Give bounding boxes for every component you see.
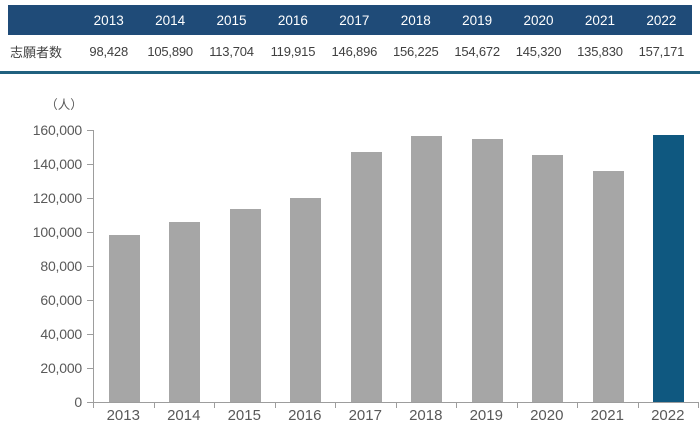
bar-2013: [108, 234, 140, 402]
y-axis-tick: [87, 334, 93, 335]
chart-plot-area: [93, 130, 699, 403]
x-axis-tick: [577, 403, 578, 408]
x-axis-tick: [335, 403, 336, 408]
y-axis-tick: [87, 130, 93, 131]
y-axis-label: 40,000: [40, 326, 82, 342]
table-header-year: 2013: [93, 12, 124, 28]
x-axis-tick: [456, 403, 457, 408]
bar-2021: [592, 171, 624, 402]
table-cell-value: 113,704: [209, 44, 254, 59]
bar-2016: [290, 198, 322, 402]
table-header-year: 2019: [462, 12, 493, 28]
bar-2018: [411, 136, 443, 402]
y-axis-label: 0: [74, 394, 82, 410]
table-cell-value: 154,672: [454, 44, 500, 59]
y-axis-label: 80,000: [40, 258, 82, 274]
table-header-year: 2014: [155, 12, 186, 28]
table-cell-value: 119,915: [270, 44, 316, 59]
y-axis-tick: [87, 164, 93, 165]
x-axis-label: 2020: [530, 407, 564, 424]
x-axis-tick: [214, 403, 215, 408]
x-axis-label: 2021: [590, 407, 624, 424]
table-header-row: 2013 2014 2015 2016 2017 2018 2019 2020 2021 2022: [8, 5, 692, 35]
table-cell-value: 105,890: [147, 44, 193, 59]
table-header-year: 2018: [400, 12, 431, 28]
bar-2015: [229, 208, 261, 402]
x-axis-label: 2022: [651, 407, 685, 424]
bar-2020: [532, 155, 564, 402]
x-axis-label: 2019: [469, 407, 503, 424]
x-axis-label: 2017: [348, 407, 382, 424]
x-axis-tick: [93, 403, 94, 408]
x-axis-tick: [274, 403, 276, 408]
x-axis-tick: [698, 403, 699, 408]
bar-2017: [350, 152, 382, 402]
y-axis-tick: [87, 402, 93, 403]
table-header-year: 2016: [277, 12, 308, 28]
table-cell-value: 156,225: [392, 44, 439, 59]
table-cell-value: 145,320: [515, 44, 562, 59]
table-value-row: 志願者数 98,428 105,890 113,704 119,915 146,896 1…: [8, 35, 692, 68]
y-axis-label: 100,000: [32, 224, 82, 240]
y-axis-unit-label: （人）: [45, 98, 83, 112]
x-axis-label: 2016: [288, 407, 322, 424]
y-axis-tick: [87, 232, 93, 233]
table-row-label: 志願者数: [10, 45, 63, 60]
table-header-year: 2022: [646, 12, 677, 28]
y-axis-tick: [87, 266, 93, 267]
table-header-year: 2020: [523, 12, 554, 28]
x-axis-label: 2013: [106, 407, 140, 424]
table-header-year: 2017: [339, 12, 370, 28]
y-axis-label: 160,000: [32, 122, 82, 138]
table-chart-divider: [0, 71, 700, 74]
table-cell-value: 146,896: [331, 44, 378, 59]
bar-2019: [471, 139, 503, 402]
y-axis-tick: [87, 198, 93, 199]
x-axis-label: 2018: [409, 407, 443, 424]
table-cell-value: 135,830: [577, 44, 623, 59]
bar-2014: [169, 222, 201, 402]
y-axis-label: 140,000: [32, 156, 82, 172]
x-axis-label: 2015: [227, 407, 261, 424]
x-axis-tick: [153, 403, 155, 408]
y-axis-tick: [87, 300, 93, 301]
table-cell-value: 98,428: [89, 44, 128, 59]
table-header-year: 2015: [216, 12, 247, 28]
x-axis-label: 2014: [167, 407, 201, 424]
x-axis-tick: [516, 403, 518, 408]
table-header-year: 2021: [584, 12, 615, 28]
y-axis-label: 20,000: [40, 360, 82, 376]
table-cell-value: 157,171: [638, 44, 685, 59]
x-axis-tick: [395, 403, 397, 408]
y-axis-label: 60,000: [40, 292, 82, 308]
bar-2022: [653, 134, 685, 402]
y-axis-label: 120,000: [32, 190, 82, 206]
x-axis-tick: [637, 403, 639, 408]
applicant-table: 2013 2014 2015 2016 2017 2018 2019 2020 2021 2022…: [8, 5, 692, 68]
y-axis-tick: [87, 368, 93, 369]
